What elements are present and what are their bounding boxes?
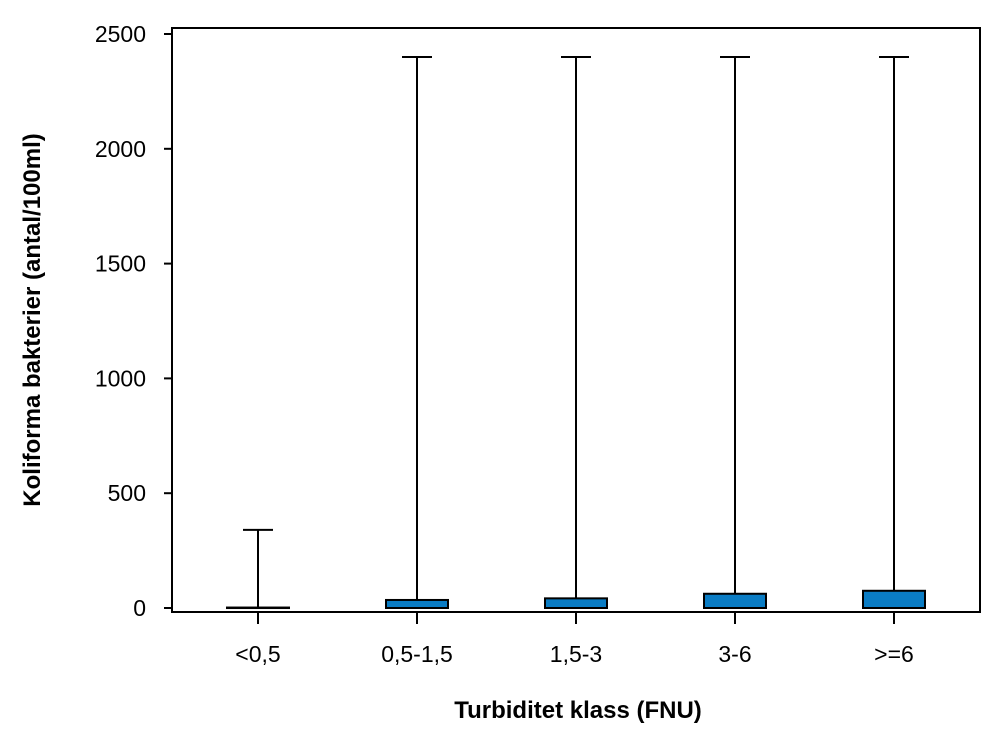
- y-tick-label: 2000: [95, 136, 146, 162]
- x-tick-label: >=6: [874, 641, 914, 667]
- y-axis-title: Koliforma bakterier (antal/100ml): [19, 133, 46, 506]
- x-tick-label: 0,5-1,5: [381, 641, 453, 667]
- y-tick-label: 500: [108, 480, 146, 506]
- box-3: [544, 55, 608, 610]
- y-tick-label: 0: [133, 595, 146, 621]
- y-tick-label: 2500: [95, 21, 146, 47]
- x-axis: <0,5 0,5-1,5 1,5-3 3-6 >=6: [235, 612, 914, 667]
- x-tick-label: 1,5-3: [550, 641, 602, 667]
- boxes-group: [226, 55, 926, 610]
- x-axis-title: Turbiditet klass (FNU): [454, 697, 702, 724]
- y-axis: 0 500 1000 1500 2000 2500: [95, 21, 172, 621]
- box-body: [862, 589, 926, 610]
- y-tick-label: 1500: [95, 251, 146, 277]
- x-tick-label: <0,5: [235, 641, 280, 667]
- box-1: [226, 528, 290, 610]
- box-5: [862, 55, 926, 610]
- x-tick-label: 3-6: [718, 641, 751, 667]
- box-body: [385, 598, 449, 609]
- box-body: [703, 592, 767, 609]
- box-4: [703, 55, 767, 609]
- box-body: [544, 597, 608, 610]
- y-tick-label: 1000: [95, 365, 146, 391]
- box-2: [385, 55, 449, 609]
- box-body: [226, 606, 290, 610]
